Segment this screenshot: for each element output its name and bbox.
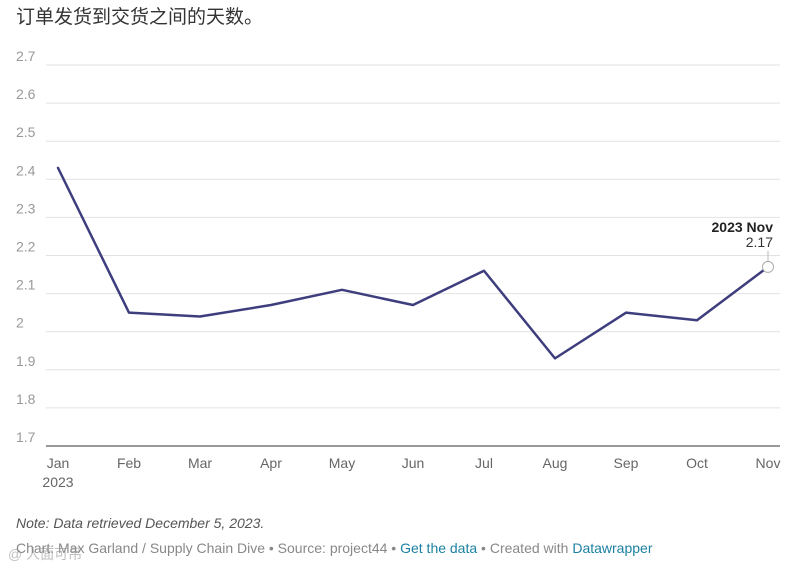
- y-tick-label: 1.9: [16, 353, 36, 369]
- y-tick-label: 2.7: [16, 48, 36, 64]
- gridlines: [46, 64, 780, 447]
- x-tick-label: Jul: [475, 455, 493, 471]
- datawrapper-link[interactable]: Datawrapper: [572, 540, 653, 556]
- annotation-label: 2023 Nov: [712, 219, 774, 235]
- highlight-point-marker: [762, 260, 774, 273]
- x-tick-label: Jun: [402, 455, 425, 471]
- x-tick-label: Jan: [47, 455, 70, 471]
- y-tick-label: 2.5: [16, 124, 36, 140]
- annotation-value: 2.17: [746, 234, 773, 250]
- chart-credits: Chart: Max Garland / Supply Chain Dive •…: [16, 540, 652, 556]
- get-data-link[interactable]: Get the data: [400, 540, 478, 556]
- x-axis-labels: Jan Feb Mar Apr May Jun Jul Aug Sep Oct Nov 2023: [42, 455, 780, 490]
- y-tick-label: 1.8: [16, 391, 36, 407]
- y-tick-label: 2.1: [16, 277, 36, 293]
- x-tick-label: May: [329, 455, 355, 471]
- x-tick-label: Aug: [543, 455, 568, 471]
- x-tick-label: Nov: [756, 455, 781, 471]
- series-group: [56, 166, 770, 360]
- y-tick-label: 2.2: [16, 239, 36, 255]
- x-tick-label: Apr: [260, 455, 282, 471]
- x-tick-label: Mar: [188, 455, 212, 471]
- y-tick-label: 2.4: [16, 162, 36, 178]
- x-year-label: 2023: [42, 474, 73, 490]
- x-tick-label: Sep: [614, 455, 639, 471]
- chart-note: Note: Data retrieved December 5, 2023.: [16, 515, 265, 531]
- line-chart: 1.7 1.8 1.9 2 2.1 2.2 2.3 2.4 2.5 2.6 2.7 Jan Feb Ma…: [16, 48, 780, 490]
- y-axis-labels: 1.7 1.8 1.9 2 2.1 2.2 2.3 2.4 2.5 2.6 2.7: [16, 48, 36, 445]
- series-line: [56, 166, 770, 360]
- credits-text: Chart: Max Garland / Supply Chain Dive •…: [16, 540, 401, 556]
- x-tick-label: Feb: [117, 455, 141, 471]
- y-tick-label: 2.3: [16, 200, 36, 216]
- y-tick-label: 2.6: [16, 86, 36, 102]
- created-with-text: • Created with: [477, 540, 573, 556]
- y-tick-label: 1.7: [16, 429, 36, 445]
- y-tick-label: 2: [16, 315, 24, 331]
- x-tick-label: Oct: [686, 455, 708, 471]
- chart-title: 订单发货到交货之间的天数。: [16, 6, 264, 28]
